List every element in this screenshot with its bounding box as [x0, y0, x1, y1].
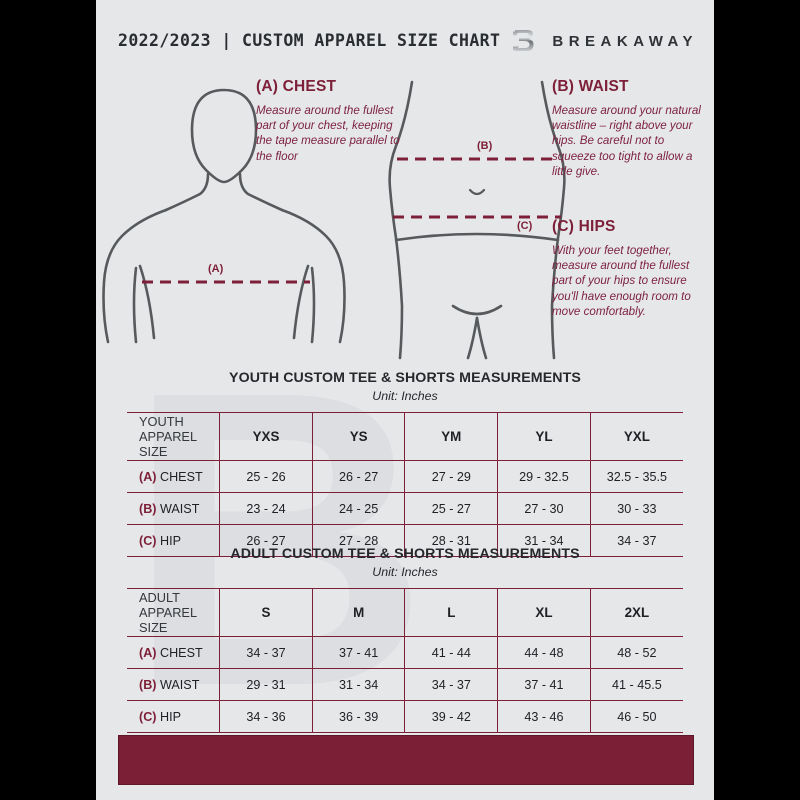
youth-col-5: YXL — [589, 412, 683, 461]
youth-waist-yl: 27 - 30 — [497, 492, 591, 525]
brand-name: BREAKAWAY — [552, 32, 698, 50]
callout-chest: (A) CHEST Measure around the fullest par… — [256, 78, 411, 164]
callout-hips: (C) HIPS With your feet together, measur… — [552, 218, 702, 319]
size-chart-page: B 2022/2023 | CUSTOM APPAREL SIZE CHART — [96, 0, 714, 800]
table-row: (C) HIP 26 - 27 27 - 28 28 - 31 31 - 34 … — [127, 524, 683, 557]
callout-hips-body: With your feet together, measure around … — [552, 244, 691, 318]
youth-hip-yl: 31 - 34 — [497, 524, 591, 557]
youth-corner-label: YOUTH APPAREL SIZE — [127, 412, 220, 461]
row-label: WAIST — [159, 677, 200, 692]
adult-waist-l: 34 - 37 — [404, 668, 498, 701]
table-row: (A) CHEST 34 - 37 37 - 41 41 - 44 44 - 4… — [127, 636, 683, 669]
adult-hip-s: 34 - 36 — [219, 700, 313, 733]
waist-line-label: (B) — [477, 140, 493, 152]
page-title: 2022/2023 | CUSTOM APPAREL SIZE CHART — [118, 31, 501, 50]
adult-hip-m: 36 - 39 — [311, 700, 405, 733]
youth-chest-yxl: 32.5 - 35.5 — [589, 460, 683, 493]
youth-waist-ys: 24 - 25 — [311, 492, 405, 525]
adult-waist-xl: 37 - 41 — [497, 668, 591, 701]
row-label: HIP — [159, 709, 181, 724]
adult-row-label-chest: (A) CHEST — [127, 636, 220, 669]
callout-chest-body: Measure around the fullest part of your … — [256, 104, 400, 163]
adult-chest-s: 34 - 37 — [219, 636, 313, 669]
adult-hip-2xl: 46 - 50 — [589, 700, 683, 733]
chest-line-label: (A) — [208, 263, 224, 275]
adult-size-table: ADULT APPAREL SIZE S M L XL 2XL (A) CHES… — [127, 588, 683, 733]
row-tag: (C) — [139, 533, 157, 548]
youth-waist-yxl: 30 - 33 — [589, 492, 683, 525]
youth-table-title: YOUTH CUSTOM TEE & SHORTS MEASUREMENTS — [229, 370, 581, 386]
youth-table-block: YOUTH CUSTOM TEE & SHORTS MEASUREMENTS U… — [96, 370, 714, 557]
youth-waist-ym: 25 - 27 — [404, 492, 498, 525]
youth-waist-yxs: 23 - 24 — [219, 492, 313, 525]
row-label: CHEST — [159, 645, 203, 660]
youth-hip-yxs: 26 - 27 — [219, 524, 313, 557]
youth-col-4: YL — [497, 412, 591, 461]
adult-chest-xl: 44 - 48 — [497, 636, 591, 669]
adult-table-block: ADULT CUSTOM TEE & SHORTS MEASUREMENTS U… — [96, 546, 714, 733]
body-figures-svg — [102, 80, 566, 360]
page-header: 2022/2023 | CUSTOM APPAREL SIZE CHART — [96, 0, 714, 70]
table-row: (B) WAIST 23 - 24 24 - 25 25 - 27 27 - 3… — [127, 492, 683, 525]
adult-col-1: S — [219, 588, 313, 637]
row-label: CHEST — [159, 469, 203, 484]
row-tag: (C) — [139, 709, 157, 724]
youth-table-unit: Unit: Inches — [372, 389, 438, 403]
adult-waist-s: 29 - 31 — [219, 668, 313, 701]
row-tag: (A) — [139, 645, 157, 660]
adult-waist-m: 31 - 34 — [311, 668, 405, 701]
footer-accent-bar — [118, 735, 694, 785]
adult-col-4: XL — [497, 588, 591, 637]
row-tag: (B) — [139, 501, 157, 516]
youth-col-1: YXS — [219, 412, 313, 461]
adult-table-title: ADULT CUSTOM TEE & SHORTS MEASUREMENTS — [230, 546, 580, 562]
adult-waist-2xl: 41 - 45.5 — [589, 668, 683, 701]
callout-waist: (B) WAIST Measure around your natural wa… — [552, 78, 702, 179]
youth-chest-ym: 27 - 29 — [404, 460, 498, 493]
adult-corner-label: ADULT APPAREL SIZE — [127, 588, 220, 637]
brand-lockup: BREAKAWAY — [510, 26, 698, 56]
youth-chest-yxs: 25 - 26 — [219, 460, 313, 493]
youth-row-label-hip: (C) HIP — [127, 524, 220, 557]
hips-line-label: (C) — [517, 220, 533, 232]
youth-chest-ys: 26 - 27 — [311, 460, 405, 493]
table-row: (C) HIP 34 - 36 36 - 39 39 - 42 43 - 46 … — [127, 700, 683, 733]
adult-col-3: L — [404, 588, 498, 637]
breakaway-b-logo-icon — [510, 26, 540, 56]
adult-row-label-hip: (C) HIP — [127, 700, 220, 733]
callout-waist-body: Measure around your natural waistline – … — [552, 104, 701, 178]
measurement-illustration: (A) (B) (C) (A) CHEST Measure around the… — [96, 70, 714, 360]
youth-hip-ym: 28 - 31 — [404, 524, 498, 557]
table-row: (A) CHEST 25 - 26 26 - 27 27 - 29 29 - 3… — [127, 460, 683, 493]
youth-hip-yxl: 34 - 37 — [589, 524, 683, 557]
callout-chest-title: (A) CHEST — [256, 78, 337, 95]
table-row: (B) WAIST 29 - 31 31 - 34 34 - 37 37 - 4… — [127, 668, 683, 701]
adult-chest-2xl: 48 - 52 — [589, 636, 683, 669]
adult-col-2: M — [311, 588, 405, 637]
row-label: WAIST — [159, 501, 200, 516]
youth-size-table: YOUTH APPAREL SIZE YXS YS YM YL YXL (A) … — [127, 412, 683, 557]
youth-col-2: YS — [311, 412, 405, 461]
youth-row-label-chest: (A) CHEST — [127, 460, 220, 493]
adult-hip-xl: 43 - 46 — [497, 700, 591, 733]
adult-col-5: 2XL — [589, 588, 683, 637]
callout-hips-title: (C) HIPS — [552, 218, 616, 235]
adult-chest-m: 37 - 41 — [311, 636, 405, 669]
adult-chest-l: 41 - 44 — [404, 636, 498, 669]
youth-col-3: YM — [404, 412, 498, 461]
row-tag: (B) — [139, 677, 157, 692]
callout-waist-title: (B) WAIST — [552, 78, 629, 95]
table-header-row: YOUTH APPAREL SIZE YXS YS YM YL YXL — [127, 412, 683, 461]
youth-chest-yl: 29 - 32.5 — [497, 460, 591, 493]
youth-hip-ys: 27 - 28 — [311, 524, 405, 557]
youth-row-label-waist: (B) WAIST — [127, 492, 220, 525]
row-tag: (A) — [139, 469, 157, 484]
adult-row-label-waist: (B) WAIST — [127, 668, 220, 701]
adult-hip-l: 39 - 42 — [404, 700, 498, 733]
row-label: HIP — [159, 533, 181, 548]
adult-table-unit: Unit: Inches — [372, 565, 438, 579]
table-header-row: ADULT APPAREL SIZE S M L XL 2XL — [127, 588, 683, 637]
